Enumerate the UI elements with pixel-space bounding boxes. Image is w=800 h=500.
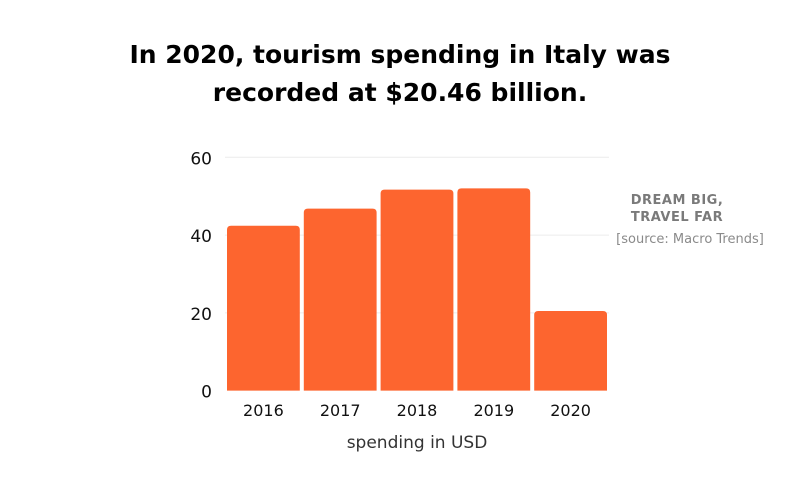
chart-title: In 2020, tourism spending in Italy was r… bbox=[0, 36, 800, 112]
y-tick-label: 60 bbox=[190, 149, 212, 169]
x-tick-label: 2017 bbox=[320, 401, 361, 420]
y-tick-label: 40 bbox=[190, 227, 212, 247]
brand-line-2: TRAVEL FAR bbox=[630, 210, 724, 225]
bar-2019 bbox=[457, 188, 531, 391]
x-tick-label: 2020 bbox=[550, 401, 591, 420]
x-tick-label: 2019 bbox=[473, 401, 514, 420]
bar-2020 bbox=[534, 311, 607, 391]
bar-2017 bbox=[303, 208, 377, 391]
y-tick-label: 0 bbox=[201, 383, 212, 403]
brand-logo: DREAM BIG, TRAVEL FAR bbox=[612, 192, 742, 226]
x-axis-label: spending in USD bbox=[346, 433, 488, 453]
x-tick-label: 2016 bbox=[243, 401, 284, 420]
y-tick-label: 20 bbox=[190, 305, 212, 325]
title-line-1: In 2020, tourism spending in Italy was bbox=[129, 40, 671, 69]
bar-2018 bbox=[380, 189, 454, 391]
brand-line-1: DREAM BIG, bbox=[630, 193, 724, 208]
source-note: [source: Macro Trends] bbox=[616, 232, 764, 247]
bar-2016 bbox=[227, 225, 300, 391]
x-tick-label: 2018 bbox=[397, 401, 438, 420]
title-line-2: recorded at $20.46 billion. bbox=[212, 78, 588, 107]
